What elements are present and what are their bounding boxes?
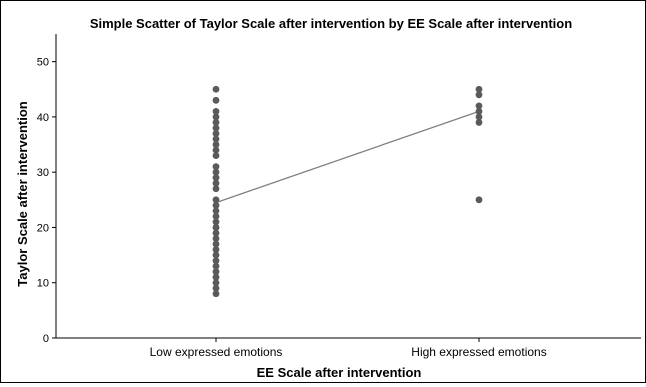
y-tick-label: 30: [37, 167, 49, 179]
x-categories: Low expressed emotions High expressed emo…: [150, 338, 547, 359]
data-point: [212, 152, 220, 160]
data-point: [212, 85, 220, 93]
y-axis-title: Taylor Scale after intervention: [15, 101, 30, 286]
data-point: [212, 141, 220, 148]
data-point: [212, 224, 220, 231]
data-point: [212, 218, 220, 226]
data-point: [212, 196, 220, 204]
data-point: [212, 273, 220, 281]
data-point: [212, 168, 220, 176]
data-point: [212, 251, 220, 259]
data-point: [212, 185, 220, 193]
data-point: [475, 119, 483, 126]
data-point: [212, 113, 220, 121]
y-ticks: 0 10 20 30 40 50: [37, 57, 56, 345]
data-point: [212, 257, 220, 265]
data-point: [212, 246, 220, 253]
data-point: [475, 91, 483, 99]
data-point: [212, 290, 220, 298]
data-point: [212, 201, 220, 209]
y-tick-label: 10: [37, 278, 49, 290]
data-point: [212, 119, 220, 126]
data-point: [212, 235, 220, 242]
x-category-label: Low expressed emotions: [150, 345, 283, 359]
y-tick-label: 20: [37, 222, 49, 234]
axes: [55, 34, 641, 339]
data-point: [212, 284, 220, 292]
x-axis-title: EE Scale after intervention: [257, 365, 422, 380]
data-point: [475, 85, 483, 93]
y-tick-label: 50: [37, 57, 49, 69]
fit-line: [215, 110, 480, 204]
data-point: [212, 130, 220, 137]
data-point: [475, 113, 483, 121]
data-point: [212, 268, 220, 276]
data-point: [212, 135, 220, 143]
x-category-label: High expressed emotions: [411, 345, 546, 359]
data-point: [212, 96, 220, 104]
data-point: [475, 196, 483, 204]
y-tick-label: 0: [43, 333, 49, 345]
points-group: [212, 85, 483, 298]
data-point: [475, 107, 483, 115]
chart-title: Simple Scatter of Taylor Scale after int…: [90, 16, 572, 31]
data-point: [212, 146, 220, 154]
data-point: [212, 229, 220, 237]
data-point: [212, 179, 220, 187]
data-point: [212, 163, 220, 171]
data-point: [212, 279, 220, 287]
data-point: [212, 174, 220, 182]
data-point: [212, 213, 220, 220]
data-point: [212, 240, 220, 248]
fit-line-group: [215, 110, 480, 204]
data-point: [212, 207, 220, 215]
data-point: [212, 262, 220, 270]
data-point: [475, 102, 483, 110]
data-point: [212, 107, 220, 115]
data-point: [212, 124, 220, 132]
y-tick-label: 40: [37, 112, 49, 124]
